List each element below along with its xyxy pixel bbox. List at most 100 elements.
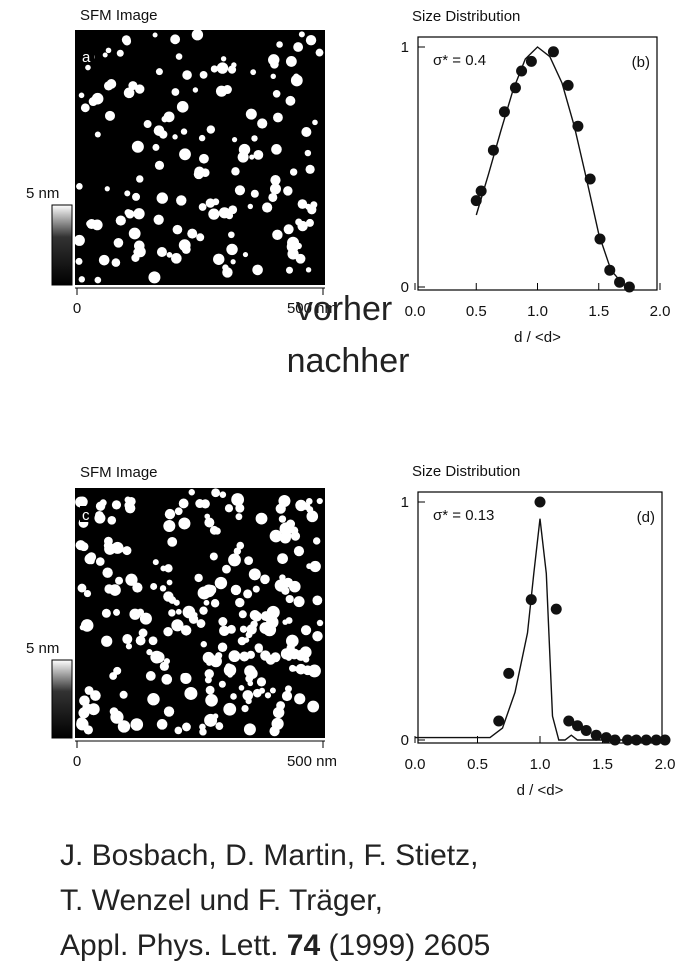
data-point — [614, 276, 626, 288]
particle — [139, 612, 152, 625]
scale-bar — [51, 204, 73, 286]
particle — [152, 143, 160, 151]
particle — [174, 507, 183, 516]
particle — [95, 557, 105, 566]
particle — [150, 650, 164, 664]
label-bg — [80, 48, 94, 64]
x-tick-label: 1.5 — [592, 756, 613, 773]
particle — [122, 546, 132, 556]
particle — [86, 552, 97, 562]
particle — [202, 584, 216, 598]
y-tick-label: 1 — [401, 494, 409, 511]
panel-label: (b) — [632, 54, 650, 71]
particle — [245, 108, 257, 120]
particle — [134, 246, 146, 258]
particle — [252, 264, 263, 276]
particle — [78, 92, 85, 99]
particle — [196, 233, 205, 242]
data-point — [563, 715, 575, 727]
particle — [315, 48, 324, 57]
particle — [312, 119, 318, 126]
particle — [312, 595, 323, 606]
volume: 74 — [287, 929, 321, 962]
particle — [220, 56, 227, 62]
data-point — [534, 496, 546, 508]
particle — [170, 34, 181, 45]
data-point — [470, 195, 482, 207]
particle — [268, 192, 278, 202]
data-point — [572, 720, 583, 732]
particle — [244, 556, 254, 566]
particle — [270, 73, 276, 79]
particle — [180, 625, 192, 636]
particle — [167, 536, 178, 547]
x-tick-label: 0.5 — [467, 756, 488, 773]
particle — [198, 134, 206, 142]
particle — [235, 503, 245, 513]
particle — [104, 186, 110, 192]
particle — [227, 624, 236, 634]
particle — [213, 253, 225, 265]
particle — [119, 690, 128, 699]
particle — [252, 585, 260, 593]
particle — [233, 547, 242, 555]
particle — [132, 582, 143, 593]
particle — [279, 532, 291, 544]
particle — [109, 707, 119, 716]
x-tick-label: 0.5 — [466, 303, 487, 320]
particle — [218, 617, 228, 627]
particle — [152, 32, 158, 38]
particle — [300, 625, 312, 636]
particle — [211, 488, 221, 498]
particle — [148, 271, 161, 284]
particle — [90, 690, 101, 701]
particle — [175, 608, 182, 615]
particle — [171, 88, 180, 96]
journal: Appl. Phys. Lett. — [60, 929, 278, 962]
particle — [230, 693, 237, 700]
particle — [218, 680, 226, 688]
particle — [219, 491, 227, 498]
particle — [77, 583, 87, 593]
particle — [279, 522, 293, 536]
particle — [117, 720, 131, 733]
particle — [143, 120, 152, 129]
citation-line: T. Wenzel und F. Träger, — [60, 884, 383, 917]
particle — [295, 663, 307, 675]
particle — [209, 552, 218, 561]
particle — [191, 29, 204, 41]
particle — [208, 208, 220, 220]
particle — [168, 596, 177, 604]
particle — [130, 718, 144, 731]
x-axis-label: d / <d> — [514, 329, 561, 346]
particle — [116, 49, 124, 57]
particle — [249, 610, 261, 621]
particle — [123, 87, 135, 99]
data-point — [590, 729, 602, 741]
particle — [219, 625, 230, 637]
particle — [285, 95, 296, 106]
particle — [188, 489, 195, 496]
particle — [283, 186, 293, 196]
particle — [155, 68, 163, 76]
particle — [278, 515, 287, 523]
particle — [115, 215, 126, 226]
particle — [161, 674, 173, 685]
particle — [161, 115, 168, 123]
particle — [174, 726, 183, 735]
particle — [184, 686, 198, 700]
particle — [228, 231, 235, 239]
particle — [204, 676, 212, 684]
particle — [195, 499, 205, 509]
citation-line: Appl. Phys. Lett. 74 (1999) 2605 — [60, 929, 490, 962]
particle — [280, 648, 293, 660]
particle — [231, 137, 238, 143]
particle — [160, 565, 167, 572]
particle — [245, 631, 253, 639]
particle — [269, 183, 281, 195]
particle — [304, 149, 312, 157]
particle — [299, 646, 312, 659]
particle — [295, 242, 302, 250]
particle — [101, 608, 111, 618]
particle — [205, 685, 215, 695]
